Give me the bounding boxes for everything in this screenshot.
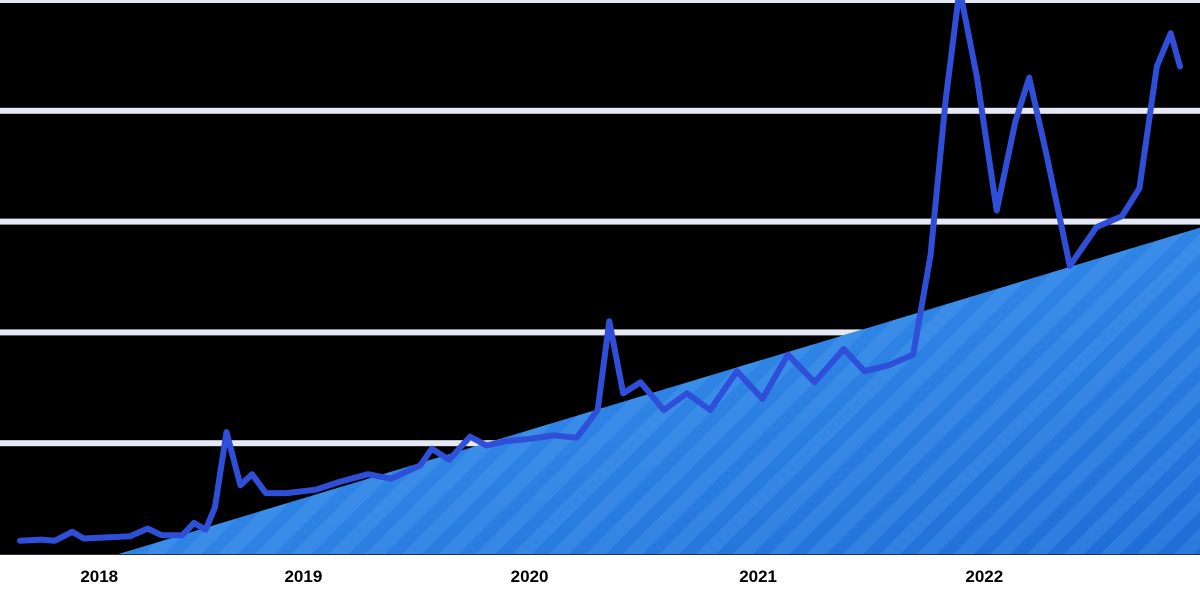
x-axis-label: 2018 <box>80 567 118 586</box>
x-axis-label: 2020 <box>511 567 549 586</box>
chart-container: 2018 2019 2020 2021 2022 <box>0 0 1200 599</box>
x-axis-label: 2022 <box>965 567 1003 586</box>
x-axis-label: 2019 <box>284 567 322 586</box>
x-axis-label: 2021 <box>739 567 777 586</box>
x-axis-strip <box>0 555 1200 599</box>
